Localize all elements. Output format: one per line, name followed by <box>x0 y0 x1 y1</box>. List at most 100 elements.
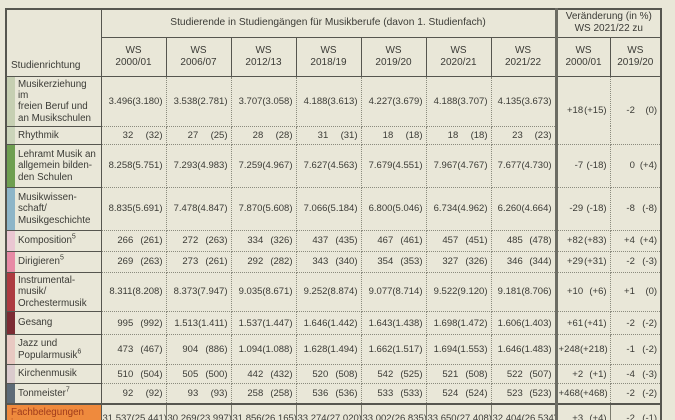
table-row: Gesang 995 (992) 1.513 (1.411) 1.537 (1.447… <box>6 311 662 336</box>
value-cell: 521 (508) <box>426 364 492 385</box>
value-cell: 9.181 (8.706) <box>491 272 557 313</box>
value-cell: 524 (524) <box>426 383 492 405</box>
ws-column-header: WS 2018/19 <box>295 36 362 77</box>
change-cell: +10 (+6) <box>554 272 611 313</box>
change-cell: -2 (-1) <box>610 402 662 420</box>
table-row: Musikwissen- schaft/ Musikgeschichte 8.8… <box>6 187 662 231</box>
value-cell: 1.662 (1.517) <box>361 334 427 366</box>
value-cell: 292 (282) <box>231 251 297 273</box>
value-cell: 995 (992) <box>101 311 167 336</box>
value-cell: 533 (533) <box>361 383 427 405</box>
value-cell: 33.274 (27.020) <box>296 402 362 420</box>
value-cell: 1.628 (1.494) <box>296 334 362 366</box>
ws-column-header: WS 2020/21 <box>425 36 492 77</box>
value-cell: 23 (23) <box>491 126 557 145</box>
value-cell: 437 (435) <box>296 230 362 252</box>
value-cell: 32 (32) <box>101 126 167 145</box>
change-cell: -2 (-2) <box>610 311 662 336</box>
change-cell: +4 (+4) <box>610 230 662 252</box>
row-label: Kirchenmusik <box>15 364 102 385</box>
value-cell: 354 (353) <box>361 251 427 273</box>
value-cell: 8.835 (5.691) <box>101 187 167 231</box>
value-cell: 9.077 (8.714) <box>361 272 427 313</box>
value-cell: 266 (261) <box>101 230 167 252</box>
row-label: Jazz und Popularmusik6 <box>15 334 102 366</box>
row-label: Lehramt Musik an allgemein bilden- den S… <box>15 144 102 188</box>
value-cell: 6.260 (4.664) <box>491 187 557 231</box>
value-cell: 6.734 (4.962) <box>426 187 492 231</box>
value-cell: 31.537 (25.441) <box>101 402 167 420</box>
value-cell: 272 (263) <box>166 230 232 252</box>
value-cell: 3.707 (3.058) <box>231 76 297 127</box>
table-row: Dirigieren5 269 (263) 273 (261) 292 (282) 3… <box>6 251 662 273</box>
ws-column-header: WS 2012/13 <box>230 36 297 77</box>
change-cell: +82 (+83) <box>554 230 611 252</box>
value-cell: 1.646 (1.483) <box>491 334 557 366</box>
total-row-label: Fachbelegungen insgesamt <box>6 402 102 420</box>
value-cell: 269 (263) <box>101 251 167 273</box>
color-stripe <box>6 76 15 127</box>
table-row: Lehramt Musik an allgemein bilden- den S… <box>6 144 662 188</box>
value-cell: 4.188 (3.707) <box>426 76 492 127</box>
corner-header-studienrichtung: Studienrichtung <box>5 8 102 77</box>
value-cell: 442 (432) <box>231 364 297 385</box>
row-label: Rhythmik <box>15 126 102 145</box>
change-cell: +3 (+4) <box>554 402 611 420</box>
value-cell: 3.496 (3.180) <box>101 76 167 127</box>
table-row: Komposition5 266 (261) 272 (263) 334 (326) … <box>6 230 662 252</box>
color-stripe <box>6 364 15 385</box>
value-cell: 9.522 (9.120) <box>426 272 492 313</box>
value-cell: 1.513 (1.411) <box>166 311 232 336</box>
color-stripe <box>6 126 15 145</box>
value-cell: 4.188 (3.613) <box>296 76 362 127</box>
color-stripe <box>6 187 15 231</box>
value-cell: 9.035 (8.671) <box>231 272 297 313</box>
table-row: Instrumental- musik/ Orchestermusik 8.31… <box>6 272 662 313</box>
value-cell: 510 (504) <box>101 364 167 385</box>
table-row: Kirchenmusik 510 (504) 505 (500) 442 (432) … <box>6 364 662 385</box>
value-cell: 33.002 (26.835) <box>361 402 427 420</box>
color-stripe <box>6 383 15 405</box>
value-cell: 28 (28) <box>231 126 297 145</box>
change-cell: -4 (-3) <box>610 364 662 385</box>
value-cell: 31.856 (26.165) <box>231 402 297 420</box>
value-cell: 1.606 (1.403) <box>491 311 557 336</box>
change-cell: -2 (-2) <box>610 383 662 405</box>
change-cell: -2 (-3) <box>610 251 662 273</box>
change-cell: 0 (+4) <box>610 144 662 188</box>
row-label: Komposition5 <box>15 230 102 252</box>
value-cell: 3.538 (2.781) <box>166 76 232 127</box>
value-cell: 8.373 (7.947) <box>166 272 232 313</box>
change-cell: +18 (+15) <box>554 76 611 145</box>
ws-column-header: WS 2006/07 <box>165 36 232 77</box>
change-cell: -7 (-18) <box>554 144 611 188</box>
value-cell: 7.967 (4.767) <box>426 144 492 188</box>
footnote-marker: 7 <box>65 386 70 394</box>
value-cell: 4.227 (3.679) <box>361 76 427 127</box>
value-cell: 31 (31) <box>296 126 362 145</box>
value-cell: 457 (451) <box>426 230 492 252</box>
table-row: Jazz und Popularmusik6 473 (467) 904 (886)… <box>6 334 662 366</box>
value-cell: 33.650 (27.408) <box>426 402 492 420</box>
change-cell: +29 (+31) <box>554 251 611 273</box>
value-cell: 258 (258) <box>231 383 297 405</box>
value-cell: 1.537 (1.447) <box>231 311 297 336</box>
color-stripe <box>6 311 15 336</box>
value-cell: 7.478 (4.847) <box>166 187 232 231</box>
value-cell: 334 (326) <box>231 230 297 252</box>
row-label: Gesang <box>15 311 102 336</box>
value-cell: 30.269 (23.997) <box>166 402 232 420</box>
music-students-table: Studienrichtung Studierende in Studiengä… <box>5 8 663 420</box>
ws-column-header: WS 2019/20 <box>360 36 427 77</box>
total-row: Fachbelegungen insgesamt 31.537(25.441) … <box>6 402 662 420</box>
value-cell: 92 (92) <box>101 383 167 405</box>
value-cell: 505 (500) <box>166 364 232 385</box>
value-cell: 1.094 (1.088) <box>231 334 297 366</box>
color-stripe <box>6 251 15 273</box>
value-cell: 523 (523) <box>491 383 557 405</box>
value-cell: 7.870 (5.608) <box>231 187 297 231</box>
row-label: Musikwissen- schaft/ Musikgeschichte <box>15 187 102 231</box>
value-cell: 32.404 (26.534) <box>491 402 557 420</box>
footnote-marker: 5 <box>59 254 64 262</box>
value-cell: 7.627 (4.563) <box>296 144 362 188</box>
